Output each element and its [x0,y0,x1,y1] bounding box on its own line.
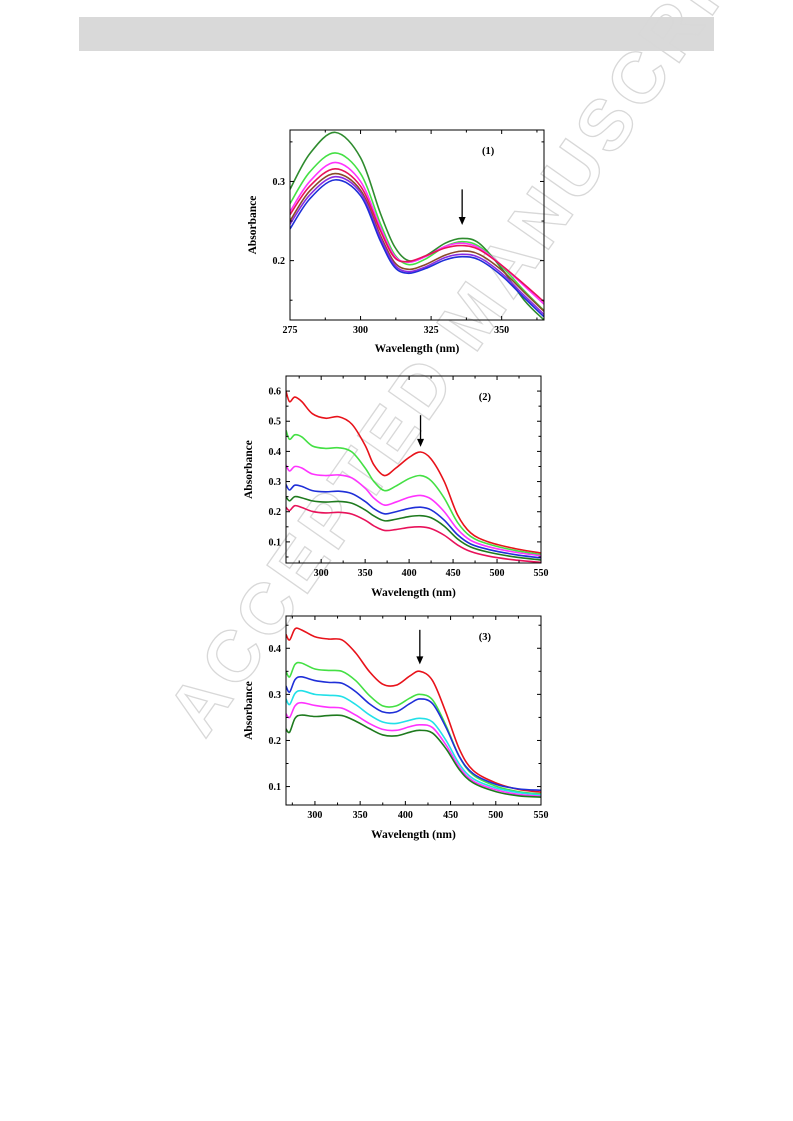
x-tick-label: 300 [353,325,368,336]
x-tick-label: 325 [424,325,439,336]
series-line-3 [286,464,541,557]
x-tick-label: 300 [314,568,329,579]
plot-frame [285,615,542,806]
x-tick-label: 300 [307,810,322,821]
series-line-1 [286,390,541,554]
x-tick-label: 500 [490,568,505,579]
x-tick-label: 275 [283,325,298,336]
series-line-3 [286,676,541,792]
series-line-6 [286,504,541,563]
series-line-2 [290,152,544,312]
series-line-1 [286,627,541,793]
y-tick-label: 0.2 [273,256,286,267]
y-axis-title: Absorbance [247,196,259,255]
series-group [290,131,544,320]
x-tick-label: 350 [494,325,509,336]
plot-frame [289,129,545,321]
y-tick-label: 0.4 [269,644,282,655]
x-tick-label: 450 [443,810,458,821]
y-tick-label: 0.3 [269,477,282,488]
y-axis-title: Absorbance [243,681,255,740]
panel-label: (2) [479,392,492,403]
x-tick-label: 550 [534,810,549,821]
chart-1: 275 300 325 350 0.2 0.3 Wavelength (nm) Absorba… [247,129,545,355]
y-tick-label: 0.1 [269,782,282,793]
chart-panel-2: 300 350 400 450 500 550 0.1 0.2 0.3 0.4 0.5 0.6 Wave… [240,372,552,607]
series-line-2 [286,661,541,795]
x-tick-label: 500 [488,810,503,821]
panel-label: (1) [482,146,495,157]
x-axis-title: Wavelength (nm) [375,343,460,355]
chart-3: 300 350 400 450 500 550 0.1 0.2 0.3 0.4 Wavelength… [243,615,549,841]
y-tick-label: 0.5 [269,417,282,428]
y-tick-label: 0.4 [269,447,282,458]
y-axis-title: Absorbance [243,440,255,499]
arrow-head [417,438,425,447]
series-line-4 [286,484,541,559]
chart-panel-3: 300 350 400 450 500 550 0.1 0.2 0.3 0.4 Wavelength… [240,612,552,849]
x-tick-label: 400 [398,810,413,821]
y-tick-label: 0.2 [269,736,282,747]
chart-panel-1: 275 300 325 350 0.2 0.3 Wavelength (nm) Absorba… [242,122,552,363]
y-tick-label: 0.3 [269,690,282,701]
x-axis-title: Wavelength (nm) [371,587,456,599]
series-line-4 [290,167,544,303]
series-line-7 [290,179,544,318]
series-line-5 [286,701,541,798]
x-tick-label: 550 [534,568,549,579]
series-line-4 [286,689,541,796]
y-tick-label: 0.6 [269,387,282,398]
arrow-head [416,656,424,665]
series-line-1 [290,131,544,320]
series-line-5 [286,495,541,561]
arrow-head [458,217,466,225]
series-line-6 [286,714,541,798]
chart-2: 300 350 400 450 500 550 0.1 0.2 0.3 0.4 0.5 0.6 Wave… [243,375,549,599]
x-tick-label: 350 [358,568,373,579]
y-tick-label: 0.2 [269,507,282,518]
series-line-2 [286,429,541,556]
x-axis-title: Wavelength (nm) [371,829,456,841]
series-line-6 [290,175,544,316]
x-tick-label: 400 [402,568,417,579]
header-bar [79,17,714,51]
plot-frame [285,375,542,564]
series-group [286,390,541,563]
series-line-5 [290,172,544,312]
series-group [286,627,541,798]
x-tick-label: 350 [353,810,368,821]
series-line-3 [290,161,544,305]
y-tick-label: 0.3 [273,177,286,188]
panel-label: (3) [479,632,492,643]
y-tick-label: 0.1 [269,537,282,548]
x-tick-label: 450 [446,568,461,579]
